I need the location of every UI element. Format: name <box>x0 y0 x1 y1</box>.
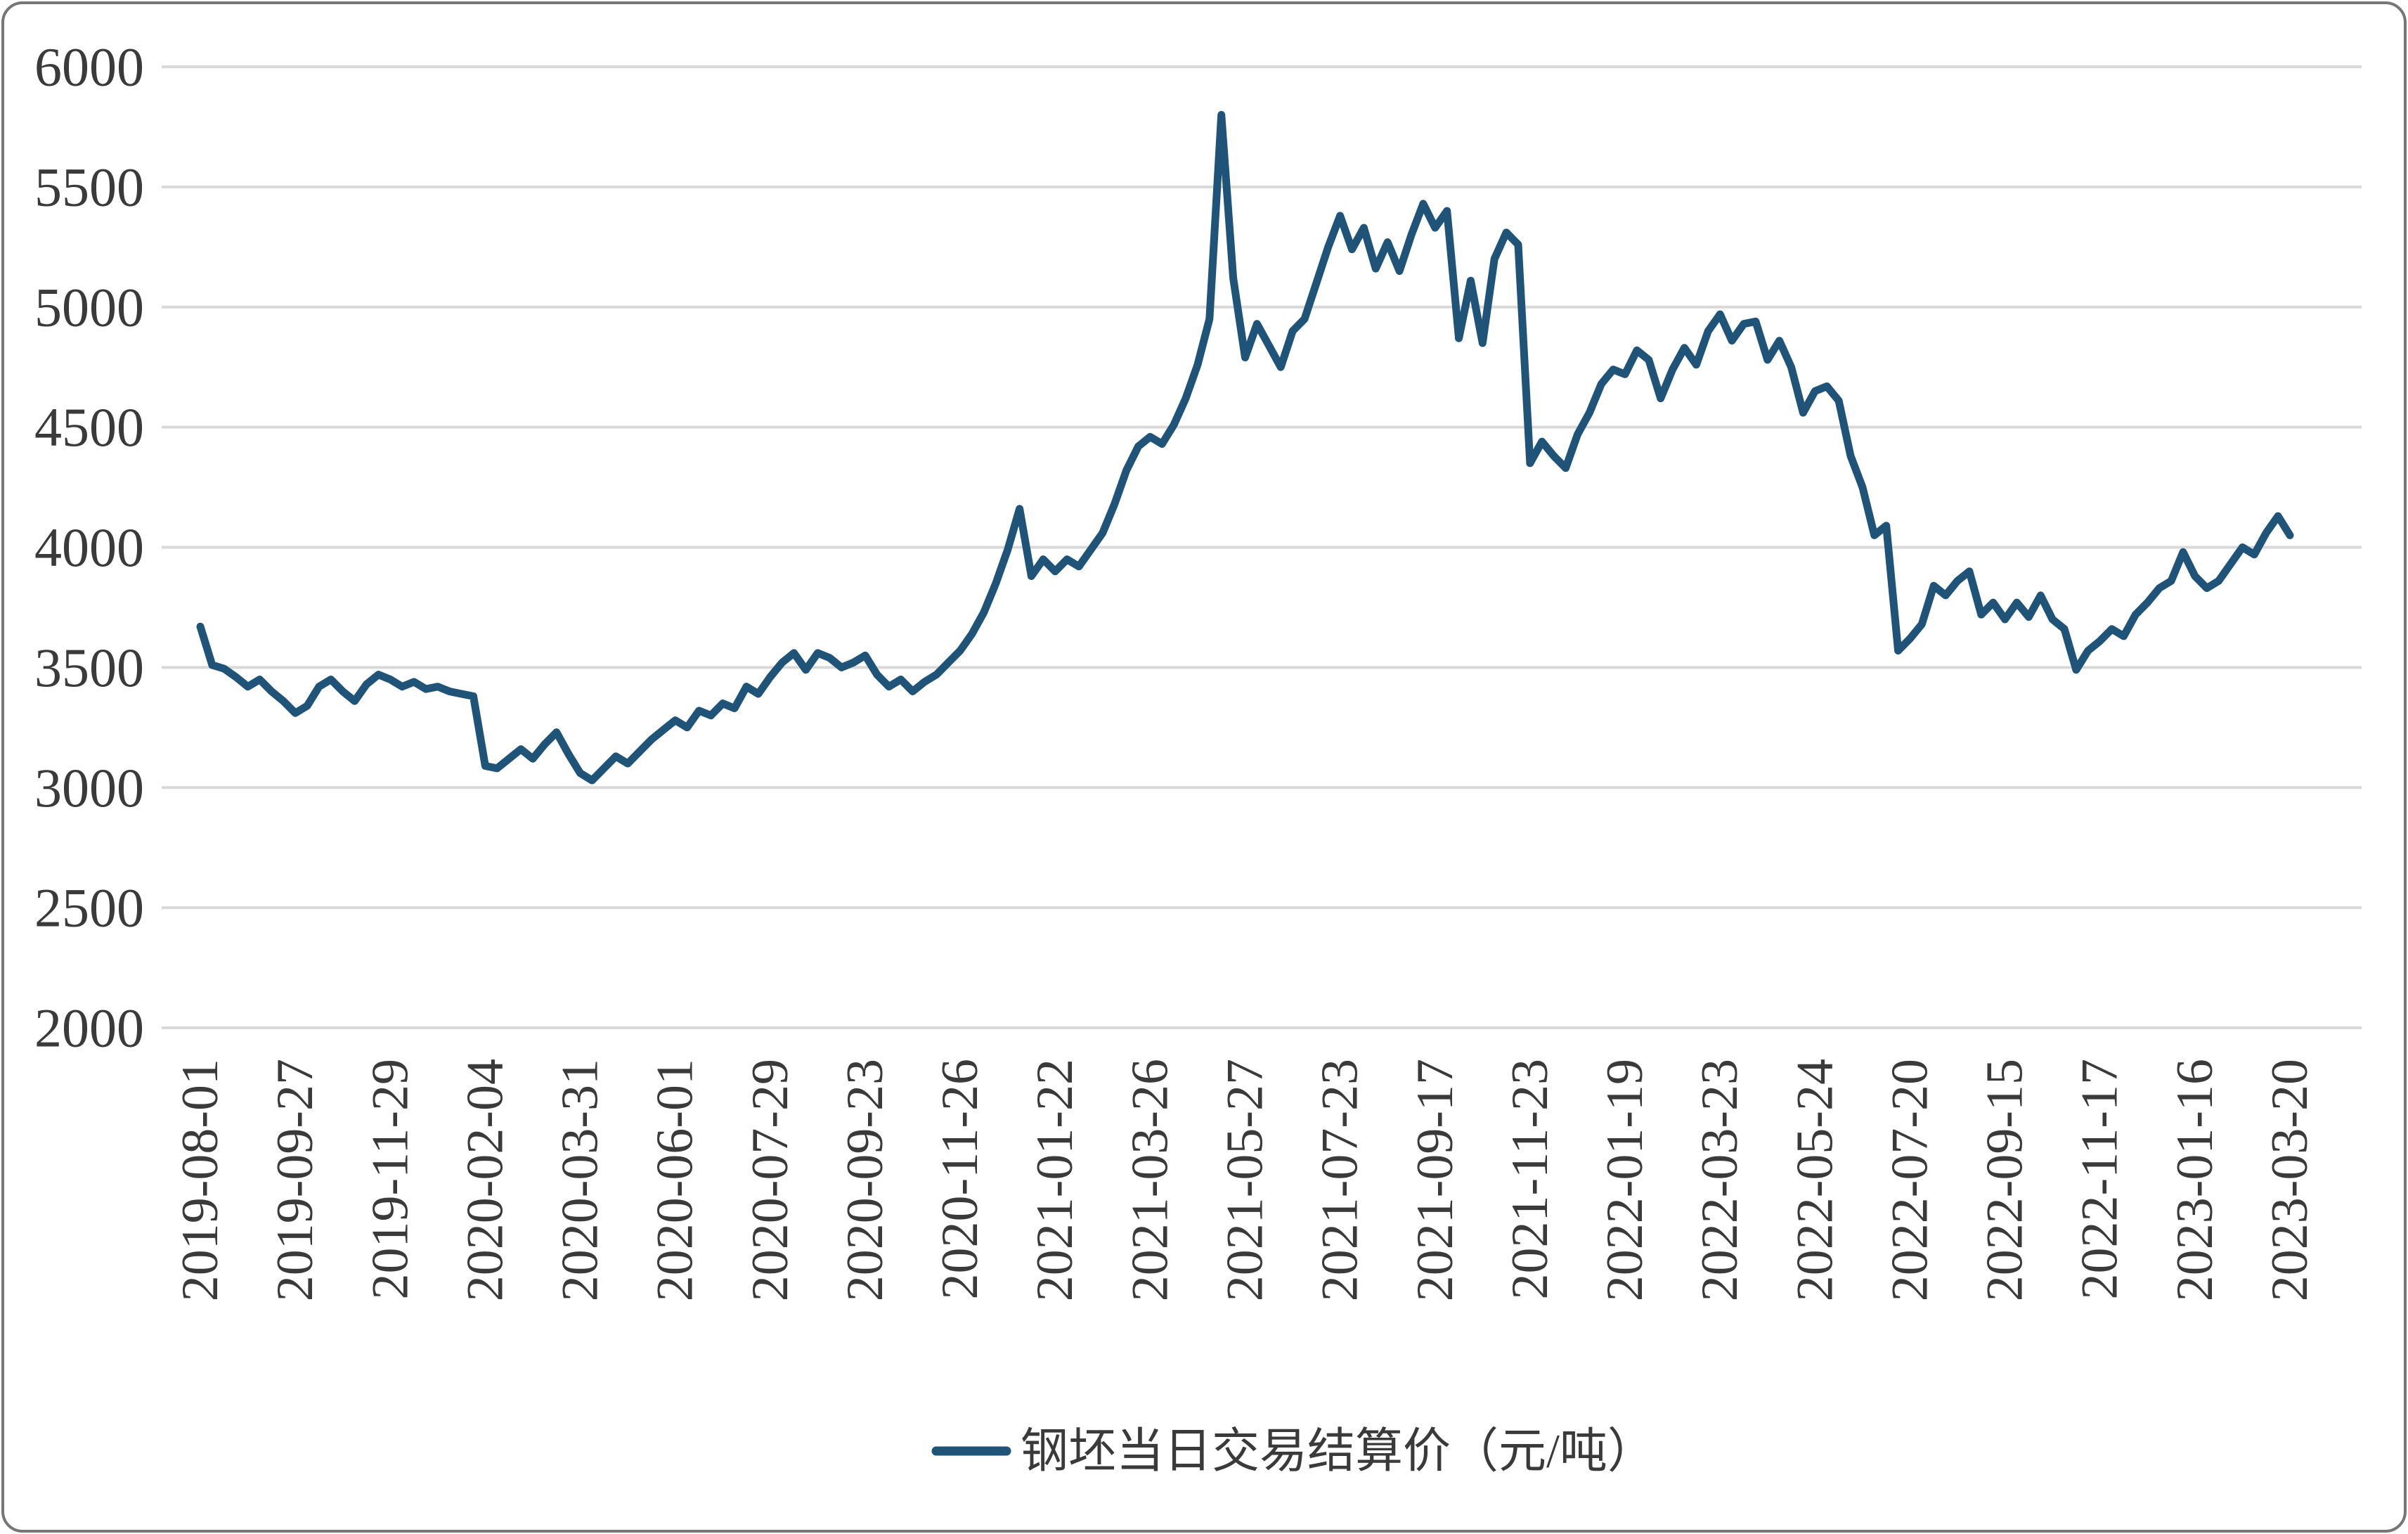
x-tick-label: 2021-03-26 <box>1121 1059 1179 1301</box>
series-line <box>196 110 2294 785</box>
legend-label: 钢坯当日交易结算价（元/吨） <box>1021 1424 1655 1478</box>
x-tick-label: 2019-09-27 <box>266 1059 324 1301</box>
x-tick-label: 2022-05-24 <box>1786 1059 1844 1301</box>
x-tick-label: 2021-11-23 <box>1501 1059 1559 1300</box>
x-tick-label: 2022-01-19 <box>1596 1059 1654 1301</box>
x-tick-label: 2021-09-17 <box>1406 1059 1464 1301</box>
x-tick-label: 2021-05-27 <box>1217 1059 1274 1301</box>
x-tick-label: 2023-03-20 <box>2261 1059 2319 1301</box>
y-tick-label: 5000 <box>34 276 144 337</box>
x-tick-label: 2020-02-04 <box>456 1059 514 1301</box>
y-tick-label: 4500 <box>34 397 144 458</box>
x-tick-label: 2022-11-17 <box>2071 1059 2129 1300</box>
x-tick-label: 2022-03-23 <box>1691 1059 1749 1301</box>
y-tick-label: 6000 <box>34 37 144 98</box>
y-tick-label: 3000 <box>34 757 144 818</box>
x-tick-label: 2021-07-23 <box>1312 1059 1369 1301</box>
legend: 钢坯当日交易结算价（元/吨） <box>931 1424 1655 1478</box>
x-tick-label: 2020-09-23 <box>836 1059 894 1301</box>
x-tick-label: 2021-01-22 <box>1026 1059 1084 1301</box>
y-axis-labels: 6000 5500 5000 4500 4000 3500 3000 2500 2000 <box>34 37 144 1059</box>
x-axis-labels: 2019-08-01 2019-09-27 2019-11-29 2020-02-04… <box>171 1059 2319 1301</box>
gridlines <box>162 65 2362 1029</box>
y-tick-label: 2000 <box>34 998 144 1059</box>
x-tick-label: 2022-09-15 <box>1976 1059 2034 1301</box>
x-tick-label: 2023-01-16 <box>2166 1059 2224 1301</box>
y-tick-label: 5500 <box>34 156 144 217</box>
x-tick-label: 2020-11-26 <box>931 1059 989 1300</box>
x-tick-label: 2020-07-29 <box>742 1059 799 1301</box>
x-tick-label: 2020-06-01 <box>647 1059 704 1301</box>
x-tick-label: 2019-11-29 <box>361 1059 419 1300</box>
x-tick-label: 2020-03-31 <box>552 1059 609 1301</box>
series-group <box>196 110 2294 785</box>
y-tick-label: 2500 <box>34 877 144 939</box>
y-tick-label: 4000 <box>34 517 144 578</box>
x-tick-label: 2019-08-01 <box>171 1059 229 1301</box>
y-tick-label: 3500 <box>34 637 144 698</box>
x-tick-label: 2022-07-20 <box>1881 1059 1938 1301</box>
